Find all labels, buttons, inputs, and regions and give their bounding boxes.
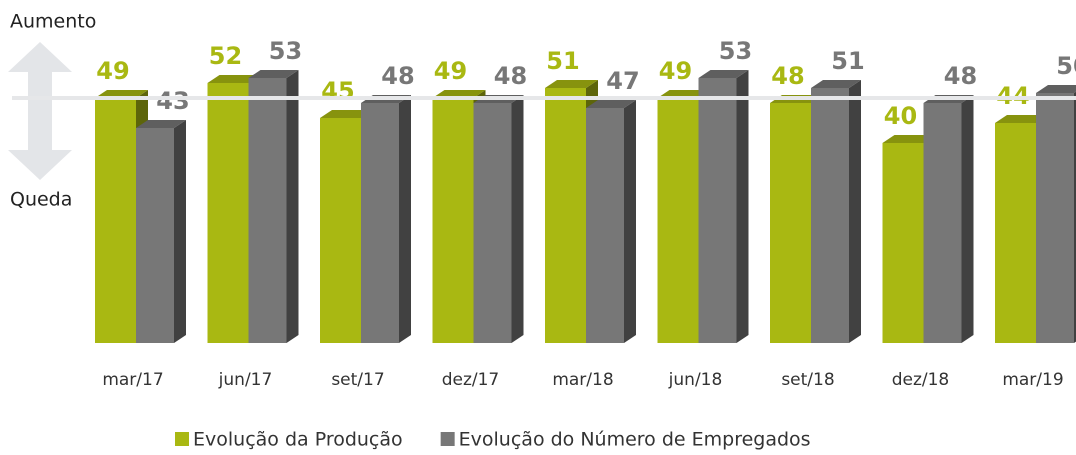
bar-front [320, 118, 361, 343]
data-label: 50 [1056, 52, 1076, 80]
bar-front [770, 103, 811, 343]
data-label: 48 [944, 62, 977, 90]
data-label: 40 [884, 102, 917, 130]
x-tick-label: jun/18 [668, 370, 723, 390]
data-label: 48 [381, 62, 414, 90]
bar-front [207, 83, 249, 343]
bar-side [961, 95, 974, 343]
x-tick-label: set/18 [781, 370, 834, 390]
data-label: 45 [321, 77, 354, 105]
bar [1036, 85, 1076, 343]
x-tick-label: mar/17 [102, 370, 163, 390]
data-label: 53 [719, 37, 752, 65]
bar-front [136, 128, 174, 343]
bar-front [432, 98, 474, 343]
annotation: Aumento [10, 11, 96, 33]
bar [473, 95, 524, 343]
x-tick-label: mar/18 [552, 370, 613, 390]
annotation: Queda [10, 189, 72, 211]
bar-top [811, 80, 861, 88]
bar-top [248, 70, 299, 78]
x-tick-label: mar/19 [1002, 370, 1063, 390]
bar-front [995, 123, 1036, 343]
data-label: 52 [209, 42, 242, 70]
bar-side [399, 95, 411, 343]
x-tick-label: dez/17 [442, 370, 500, 390]
bar-top [320, 110, 373, 118]
x-tick-label: set/17 [331, 370, 384, 390]
data-label: 53 [269, 37, 302, 65]
bar [586, 100, 636, 343]
bar-side [511, 95, 524, 343]
bar-front [545, 88, 586, 343]
bar-side [624, 100, 636, 343]
data-label: 48 [494, 62, 527, 90]
bar-top [586, 100, 636, 108]
data-label: 49 [659, 57, 692, 85]
bar [698, 70, 749, 343]
bar-front [698, 78, 737, 343]
bar-front [473, 103, 512, 343]
bar-front [248, 78, 287, 343]
bar [923, 95, 974, 343]
bar [136, 120, 186, 343]
bar-front [811, 88, 849, 343]
bar-top [882, 135, 936, 143]
bar-side [849, 80, 861, 343]
bar-top [207, 75, 261, 83]
bar-front [923, 103, 962, 343]
data-label: 49 [96, 57, 129, 85]
data-label: 47 [606, 67, 639, 95]
bar-front [586, 108, 624, 343]
legend-label: Evolução da Produção [193, 429, 403, 451]
data-label: 49 [434, 57, 467, 85]
bar-front [95, 98, 136, 343]
bar [361, 95, 411, 343]
bar-top [545, 80, 598, 88]
bar-top [995, 115, 1048, 123]
data-label: 51 [546, 47, 579, 75]
data-label: 48 [771, 62, 804, 90]
bar-front [882, 143, 924, 343]
bar-side [174, 120, 186, 343]
legend-swatch [175, 432, 189, 446]
bar [248, 70, 299, 343]
x-tick-label: dez/18 [892, 370, 950, 390]
data-label: 51 [831, 47, 864, 75]
bar [811, 80, 861, 343]
bar-front [657, 98, 699, 343]
bar-side [736, 70, 749, 343]
bar-top [136, 120, 186, 128]
double-arrow [8, 42, 72, 180]
x-tick-label: jun/17 [218, 370, 273, 390]
bar-front [1036, 93, 1074, 343]
legend-swatch [440, 432, 455, 446]
bar-front [361, 103, 399, 343]
bar-top [1036, 85, 1076, 93]
data-label: 43 [156, 87, 189, 115]
legend-label: Evolução do Número de Empregados [459, 429, 811, 451]
bar-top [698, 70, 749, 78]
bar-side [286, 70, 299, 343]
